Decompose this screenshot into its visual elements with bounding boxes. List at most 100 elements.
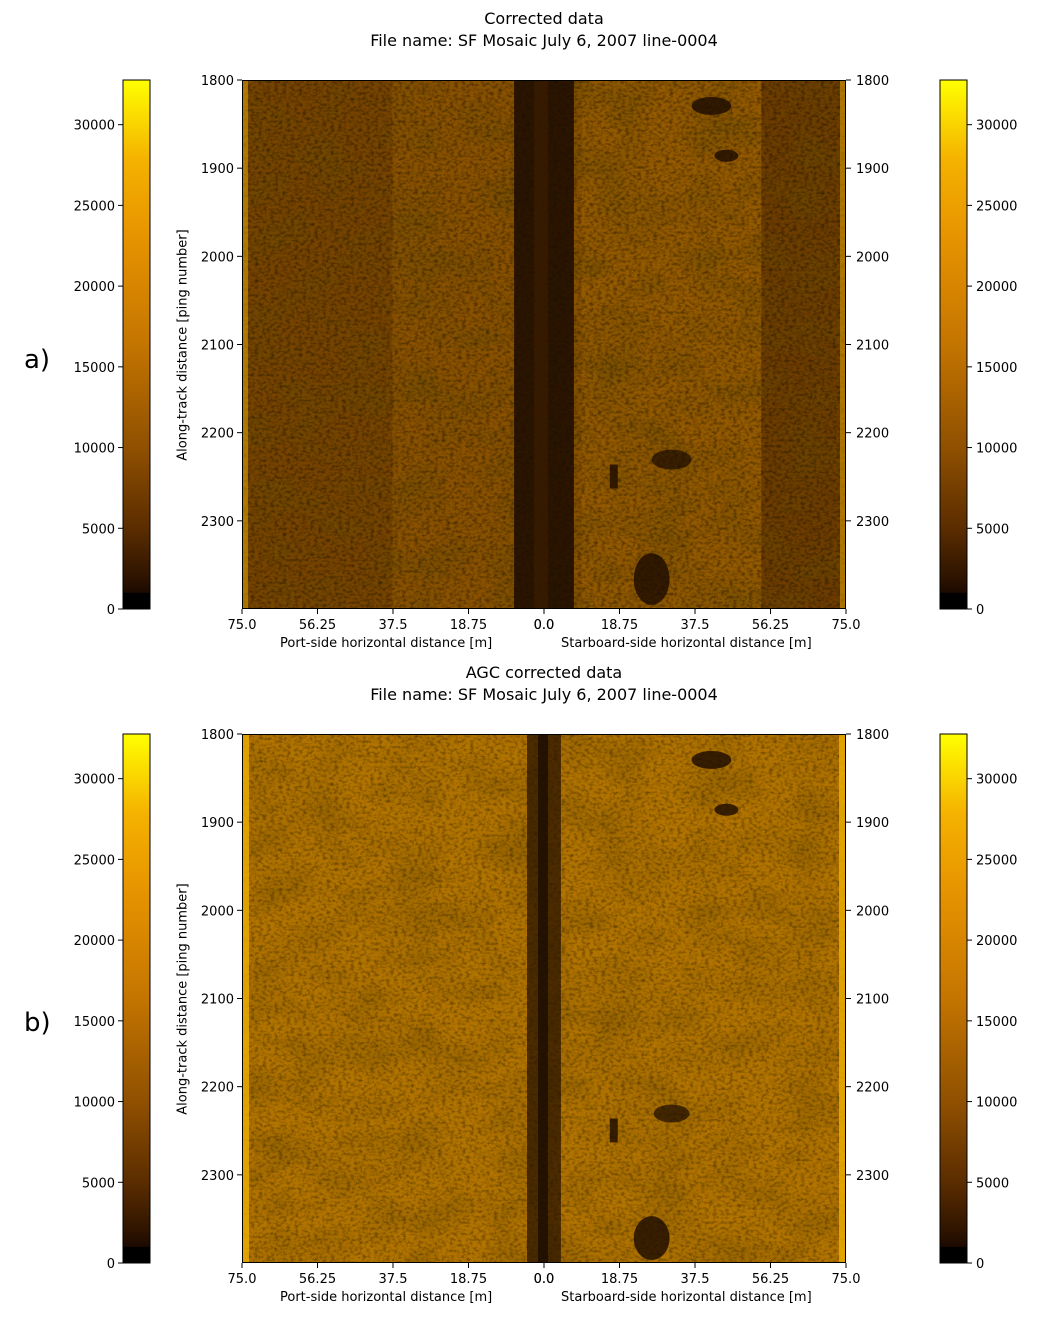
- colorbar-tick-label: 30000: [976, 119, 1017, 134]
- y-tick-label-right: 1900: [856, 162, 889, 177]
- x-tick-label: 75.0: [832, 618, 861, 633]
- panel-a-xlabel-port: Port-side horizontal distance [m]: [280, 636, 493, 651]
- x-tick-label: 18.75: [601, 618, 638, 633]
- colorbar-tick-label: 0: [107, 603, 115, 618]
- colorbar-gradient: [939, 733, 968, 1264]
- colorbar-tick-label: 15000: [976, 361, 1017, 376]
- panel-a-title-line1: Corrected data: [484, 9, 604, 28]
- colorbar-tick-label: 0: [976, 603, 984, 618]
- x-tick-label: 37.5: [681, 1272, 710, 1287]
- colorbar-tick-label: 25000: [74, 853, 115, 868]
- colorbar-tick-label: 0: [976, 1257, 984, 1272]
- y-tick-label: 1900: [201, 162, 234, 177]
- panel-a-title: Corrected data File name: SF Mosaic July…: [242, 8, 846, 52]
- colorbar-tick-label: 10000: [976, 442, 1017, 457]
- y-tick-label: 2100: [201, 339, 234, 354]
- colorbar-gradient: [939, 79, 968, 610]
- colorbar-tick-label: 15000: [74, 1015, 115, 1030]
- panel-a-sonar-image: [242, 80, 846, 609]
- panel-b-title: AGC corrected data File name: SF Mosaic …: [242, 662, 846, 706]
- x-tick-label: 37.5: [681, 618, 710, 633]
- y-tick-label-right: 2100: [856, 339, 889, 354]
- panel-b-sonar-svg: [243, 735, 845, 1262]
- x-tick-label: 0.0: [534, 1272, 555, 1287]
- y-tick-label-right: 2200: [856, 1081, 889, 1096]
- y-tick-label: 2100: [201, 993, 234, 1008]
- y-tick-label-right: 2000: [856, 904, 889, 919]
- panel-a-axes: 1800 1800 1900 1900 2000 2000 2100 2100 2200 2200…: [201, 74, 889, 633]
- colorbar-tick-label: 5000: [976, 1176, 1009, 1191]
- colorbar-tick-label: 30000: [74, 773, 115, 788]
- panel-b-ylabel: Along-track distance [ping number]: [175, 883, 191, 1115]
- colorbar-tick-label: 0: [107, 1257, 115, 1272]
- colorbar-tick-label: 20000: [976, 280, 1017, 295]
- colorbar-tick-label: 5000: [82, 522, 115, 537]
- y-tick-label-right: 1900: [856, 816, 889, 831]
- panel-a-xlabel-starboard: Starboard-side horizontal distance [m]: [561, 636, 812, 651]
- y-tick-label: 2000: [201, 250, 234, 265]
- x-tick-label: 37.5: [379, 1272, 408, 1287]
- y-tick-label: 1900: [201, 816, 234, 831]
- colorbar-tick-label: 30000: [74, 119, 115, 134]
- panel-b-sonar-image: [242, 734, 846, 1263]
- x-tick-label: 56.25: [299, 618, 336, 633]
- x-tick-label: 56.25: [752, 1272, 789, 1287]
- colorbar-tick-label: 5000: [82, 1176, 115, 1191]
- panel-a-title-line2: File name: SF Mosaic July 6, 2007 line-0…: [370, 31, 718, 50]
- y-tick-label: 2200: [201, 427, 234, 442]
- x-tick-label: 56.25: [752, 618, 789, 633]
- y-tick-label-right: 2200: [856, 427, 889, 442]
- x-tick-label: 56.25: [299, 1272, 336, 1287]
- panel-b-title-line2: File name: SF Mosaic July 6, 2007 line-0…: [370, 685, 718, 704]
- y-tick-label-right: 1800: [856, 728, 889, 743]
- x-tick-label: 18.75: [450, 618, 487, 633]
- panel-b-xlabel-starboard: Starboard-side horizontal distance [m]: [561, 1290, 812, 1305]
- colorbar-tick-label: 25000: [74, 199, 115, 214]
- colorbar-tick-label: 30000: [976, 773, 1017, 788]
- x-tick-label: 0.0: [534, 618, 555, 633]
- y-tick-label: 1800: [201, 728, 234, 743]
- panel-a-ylabel: Along-track distance [ping number]: [175, 229, 191, 461]
- x-tick-label: 37.5: [379, 618, 408, 633]
- panel-b-right-colorbar: 0 5000 10000 15000 20000 25000 30000: [939, 733, 1017, 1272]
- x-tick-label: 0.0: [534, 1272, 555, 1287]
- y-tick-label: 2000: [201, 904, 234, 919]
- y-tick-label: 1800: [201, 74, 234, 89]
- y-tick-label-right: 2100: [856, 993, 889, 1008]
- panel-b-title-line1: AGC corrected data: [465, 663, 623, 682]
- x-tick-label: 75.0: [832, 1272, 861, 1287]
- colorbar-tick-label: 10000: [976, 1096, 1017, 1111]
- panel-b-axes: 1800 1800 1900 1900 2000 2000 2100 2100 2200 2200…: [201, 728, 889, 1287]
- colorbar-gradient: [122, 733, 151, 1264]
- panel-a-right-colorbar: 0 5000 10000 15000 20000 25000 30000: [939, 79, 1017, 618]
- colorbar-tick-label: 15000: [976, 1015, 1017, 1030]
- x-tick-label: 0.0: [534, 618, 555, 633]
- colorbar-tick-label: 20000: [74, 280, 115, 295]
- colorbar-tick-label: 20000: [74, 934, 115, 949]
- colorbar-tick-label: 15000: [74, 361, 115, 376]
- panel-b-label: b): [24, 1008, 51, 1038]
- x-tick-label: 18.75: [450, 1272, 487, 1287]
- panel-b-left-colorbar: 0 5000 10000 15000 20000 25000 30000: [74, 733, 151, 1272]
- colorbar-tick-label: 10000: [74, 1096, 115, 1111]
- colorbar-gradient: [122, 79, 151, 610]
- y-tick-label-right: 2000: [856, 250, 889, 265]
- y-tick-label: 2200: [201, 1081, 234, 1096]
- colorbar-tick-label: 5000: [976, 522, 1009, 537]
- x-tick-label: 75.0: [228, 1272, 257, 1287]
- colorbar-tick-label: 20000: [976, 934, 1017, 949]
- panel-b-xlabel-port: Port-side horizontal distance [m]: [280, 1290, 493, 1305]
- y-tick-label-right: 2300: [856, 1169, 889, 1184]
- y-tick-label-right: 2300: [856, 515, 889, 530]
- colorbar-tick-label: 25000: [976, 853, 1017, 868]
- colorbar-tick-label: 25000: [976, 199, 1017, 214]
- colorbar-tick-label: 10000: [74, 442, 115, 457]
- y-tick-label: 2300: [201, 515, 234, 530]
- x-tick-label: 18.75: [601, 1272, 638, 1287]
- panel-a-label: a): [24, 345, 51, 375]
- y-tick-label-right: 1800: [856, 74, 889, 89]
- x-tick-label: 75.0: [228, 618, 257, 633]
- y-tick-label: 2300: [201, 1169, 234, 1184]
- panel-a-left-colorbar: 0 5000 10000 15000 20000 25000 30000: [74, 79, 151, 618]
- panel-a-sonar-svg: [243, 81, 845, 608]
